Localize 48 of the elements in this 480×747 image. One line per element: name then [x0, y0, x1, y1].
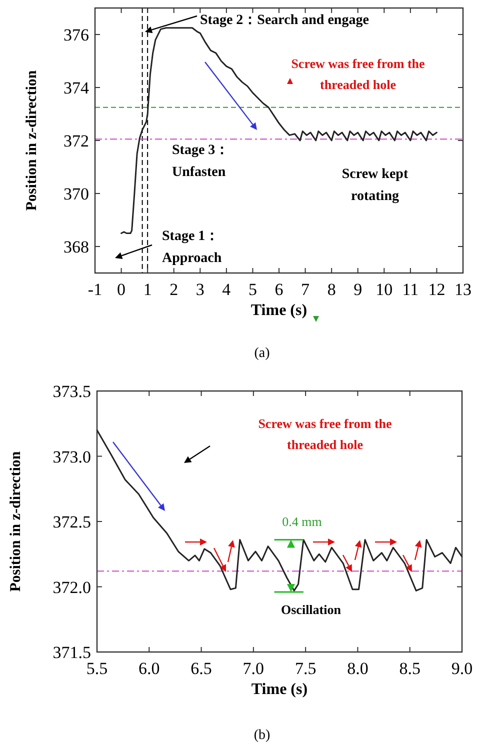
y-axis-title: Position in z-direction — [24, 70, 40, 211]
y-tick-label: 372.0 — [52, 578, 91, 597]
x-tick-label: 5 — [248, 280, 257, 299]
y-tick-label: 372.5 — [52, 512, 91, 532]
x-tick-label: -1 — [88, 280, 102, 299]
x-tick-label: 4 — [222, 280, 232, 299]
annotation: Stage 2：Search and engage — [200, 13, 369, 28]
x-tick-label: 10 — [376, 280, 393, 299]
x-tick-label: 3 — [196, 280, 204, 299]
annotation: Screw was free from the threaded hole — [291, 56, 426, 92]
x-tick-label: 7.5 — [294, 659, 316, 678]
x-tick-label: 8.5 — [399, 659, 420, 678]
x-tick-label: 8 — [327, 280, 336, 299]
annotation: Screw kept rotating — [342, 167, 408, 204]
y-tick-label: 371.5 — [52, 643, 91, 662]
y-tick-label: 373.5 — [52, 382, 91, 401]
x-tick-label: 11 — [402, 280, 419, 299]
x-tick-label: 2 — [170, 280, 178, 299]
text: (b) — [254, 728, 270, 743]
x-axis-title: Time (s) — [251, 681, 308, 698]
y-tick-label: 373.0 — [52, 447, 91, 466]
text: (a) — [254, 346, 270, 361]
x-tick-label: 7.0 — [242, 659, 264, 678]
x-axis-title: Time (s) — [250, 302, 308, 319]
line-series — [96, 429, 463, 592]
x-tick-label: 9.0 — [451, 659, 473, 678]
x-tick-label: 1 — [143, 280, 152, 299]
y-tick-label: 376 — [64, 26, 89, 44]
annotation: Screw was free from the threaded hole — [258, 416, 392, 452]
y-tick-label: 374 — [64, 78, 90, 98]
x-tick-label: 6 — [274, 280, 284, 299]
y-tick-label: 368 — [64, 238, 89, 256]
x-tick-label: 5.5 — [86, 659, 108, 678]
x-tick-label: 6.0 — [138, 659, 160, 678]
x-tick-label: 6.5 — [190, 659, 212, 678]
x-tick-label: 13 — [454, 280, 472, 299]
y-tick-label: 370 — [64, 184, 89, 204]
annotation: 0.4 mm — [282, 514, 322, 529]
x-tick-label: 0 — [117, 280, 126, 299]
x-tick-label: 8.0 — [347, 659, 368, 678]
x-tick-label: 9 — [354, 280, 362, 299]
y-tick-label: 372 — [64, 132, 89, 150]
annotation: Oscillation — [281, 602, 342, 617]
x-tick-label: 12 — [428, 280, 446, 299]
annotation: Stage 3： Unfasten — [172, 143, 230, 180]
annotation: Stage 1： Approach — [162, 229, 222, 266]
y-axis-title: Position in z-direction — [8, 450, 24, 592]
x-tick-label: 7 — [301, 280, 310, 299]
